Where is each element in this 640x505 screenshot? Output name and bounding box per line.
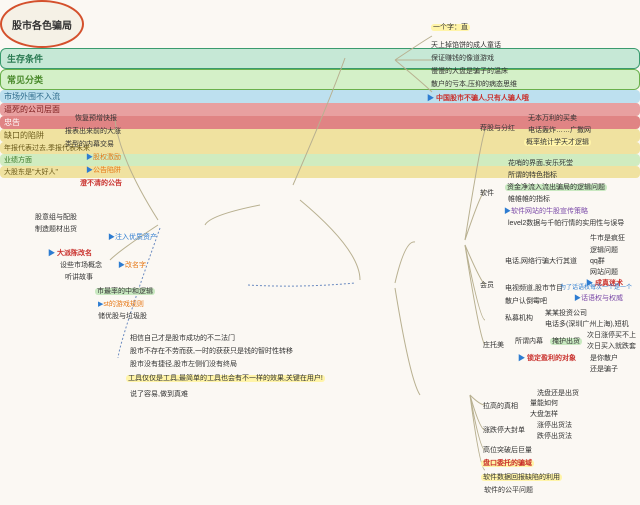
mk-rec: 荐股与分红 — [480, 125, 515, 133]
mk-tr: 庄托美 — [483, 342, 504, 350]
tl-i1: 报表出来前的大涨 — [65, 128, 121, 136]
mk-side-1: qq群 — [590, 258, 605, 266]
gap-up: 拉高的真相 — [483, 403, 518, 411]
survive-head: 一个字：直 — [431, 24, 470, 32]
gap-head: 洗盘还是出货 — [537, 390, 579, 398]
ml-blue: ▶注入优质资产 — [108, 234, 157, 242]
mk-tr-r: ▶ 锁定盈利的对象 — [518, 355, 576, 363]
ml-green: 市最率的中和逻辑 — [95, 288, 155, 296]
gap-stop-0: 涨停出货法 — [537, 422, 572, 430]
survive-i2: 慢慢的大盘是骗子的温床 — [431, 68, 508, 76]
mk-soft-i2: 帷帷帷的指标 — [508, 196, 550, 204]
gap-soft: 软件数据回报缺陷的利用 — [481, 474, 562, 482]
gap-soft-i: 软件的公平问题 — [484, 487, 533, 495]
gap-up-1: 大盘怎样 — [530, 411, 558, 419]
ml-st1: 储优股与垃圾股 — [98, 313, 147, 321]
mk-side-b: 为了话语权每次一个是一个 — [560, 285, 632, 292]
mk-soft: 软件 — [480, 190, 494, 198]
survive-i3: 散户的亏本,压抑的病态思维 — [431, 81, 517, 89]
mk-rec-i0: 无本万利的买卖 — [528, 115, 577, 123]
mk-mem-i1: 电视频道,股市节目 — [505, 285, 563, 293]
mk-tr-s30: 是你散户 — [590, 355, 618, 363]
mk-tr-g: 掩护出货 — [550, 338, 582, 346]
mk-pri-1: 电话多(深圳广州上海),短机 — [545, 321, 629, 329]
loyal-i1: 股市不存在不劳而获,一时的获获只是钱的智时性转移 — [130, 348, 293, 356]
ml-s1: ▶改名字 — [118, 262, 146, 270]
tl-red: 澄不清的公告 — [80, 180, 122, 188]
mk-soft-i3: level2数据与千帕行情的实用性与误导 — [508, 220, 624, 228]
mk-pri: 私募机构 — [505, 315, 533, 323]
mk-side-p: ▶话语权与权威 — [574, 295, 623, 303]
ml-st0: ▶st的游戏规则 — [98, 301, 144, 309]
loyal-hl: 工具仅仅是工具,最简单的工具也会有不一样的效果,关键在用户! — [126, 375, 325, 383]
loyal-last: 说了容易,做到真难 — [130, 391, 188, 399]
survive-red: ▶ 中国股市不骗人,只有人骗人哦 — [427, 95, 529, 103]
mk-side-h: 牛市是疯狂 — [590, 235, 625, 243]
gap-red: 盘口委托的骗域 — [481, 460, 534, 468]
ml-i0: 股意组与配股 — [35, 214, 77, 222]
gap-up-0: 量能如何 — [530, 400, 558, 408]
survive-i0: 天上掉馅饼的成人童话 — [431, 42, 501, 50]
mk-tr-s20: 次日涨停买不上 — [587, 332, 636, 340]
mk-mem: 会员 — [480, 282, 494, 290]
tl-i4: ▶公告陷阱 — [86, 167, 121, 175]
gap-stop: 涨跌停大封单 — [483, 427, 525, 435]
mk-tr-s21: 次日买入就跌套 — [587, 343, 636, 351]
mk-soft-i1: 所谓的特色指标 — [508, 172, 557, 180]
gap-break: 高位突破后巨量 — [483, 447, 532, 455]
mk-rec-i1: 电话轰炸……广撒网 — [528, 127, 591, 135]
ml-red: ▶ 大派陈改名 — [48, 250, 92, 258]
tl-i3: ▶股权激励 — [86, 154, 121, 162]
mk-rec-hl: 概率统计学天才逻辑 — [524, 139, 591, 147]
loyal-i2: 股市没有捷径,股市左侧们没有终局 — [130, 361, 237, 369]
ml-i1: 制造题材出货 — [35, 226, 77, 234]
tl-i2: 类型的内幕交易 — [65, 141, 114, 149]
mk-soft-p: ▶软件网站的牛股宣传策略 — [504, 208, 588, 216]
mk-mem-i0: 电话,网络行骗大行其道 — [505, 258, 577, 266]
mk-mem-i2: 散户认倒霉吧 — [505, 298, 547, 306]
mk-side-2: 网站问题 — [590, 269, 618, 277]
mk-soft-i0: 花哨的界面,安乐死堂 — [508, 160, 573, 168]
survive-i1: 保证赚钱的像道游戏 — [431, 55, 494, 63]
gap-stop-1: 跌停出货法 — [537, 433, 572, 441]
loyal-i0: 相信自己才是股市成功的不二法门 — [130, 335, 235, 343]
ml-s0: 设些市场概念 — [60, 262, 102, 270]
mk-tr-s31: 还是骗子 — [590, 366, 618, 374]
tl-i0: 恢复预增快报 — [75, 115, 117, 123]
mk-tr-s1: 所谓内幕 — [515, 338, 543, 346]
mk-side-0: 逻辑问题 — [590, 247, 618, 255]
mk-pri-0: 某某投资公司 — [545, 310, 587, 318]
mk-soft-g: 资金净流入流出骗局的逻辑问题 — [505, 184, 607, 192]
ml-s2: 听讲故事 — [65, 274, 93, 282]
